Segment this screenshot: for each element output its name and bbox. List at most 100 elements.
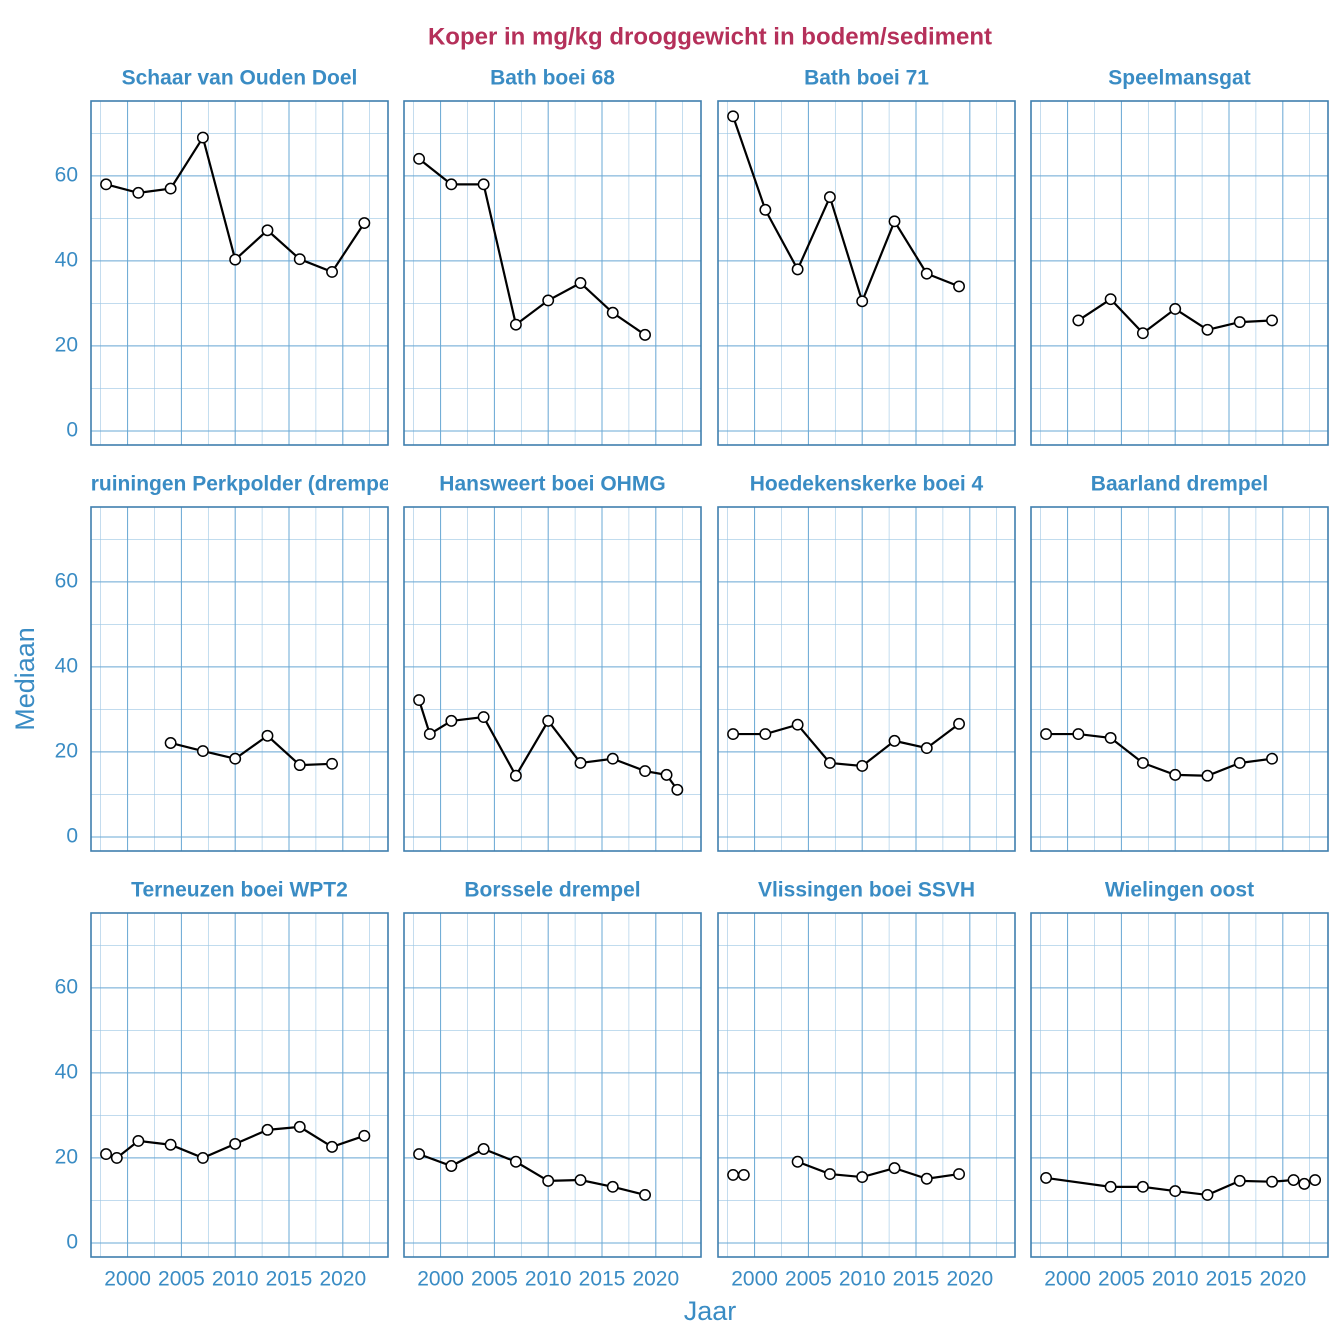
x-tick-label: 2015 [266,1268,313,1291]
x-tick-label: 2015 [579,1268,626,1291]
data-point [164,182,177,195]
data-point [132,1134,145,1147]
data-point [326,1140,338,1153]
data-point [164,737,177,749]
panel-border [1030,100,1329,446]
y-tick-label: 0 [66,1231,78,1254]
data-point [606,306,619,319]
panel-title: Kruiningen Perkpolder (drempel) [76,473,404,496]
x-axis-label: Jaar [684,1296,737,1326]
panel-title: Baarland drempel [1091,473,1268,496]
panel-title: Bath boei 68 [490,67,615,90]
data-point [1104,293,1117,306]
panel-border [90,100,389,446]
data-point [791,718,804,731]
data-point [953,717,965,730]
data-point [1104,731,1117,744]
data-point [823,757,836,769]
data-point [1201,769,1214,782]
panel-border [90,912,389,1258]
panel: Schaar van Ouden Doel 0 20 40 60 [55,67,389,446]
data-point [542,294,555,307]
data-point [888,734,901,747]
data-point [196,131,209,144]
data-point [920,1172,933,1185]
panel-title: Terneuzen boei WPT2 [131,879,348,902]
data-point [727,110,740,123]
x-tick-label: 2010 [212,1268,259,1291]
data-point [727,728,740,741]
data-point [1287,1174,1300,1186]
panel-border [717,506,1016,852]
data-point [1233,1174,1246,1187]
data-point [759,728,772,741]
data-point [1201,1188,1214,1201]
panel-border [717,912,1016,1258]
data-point [413,1148,426,1161]
data-point [445,1160,458,1172]
y-axis-label: Mediaan [10,627,40,731]
data-point [1136,1180,1149,1193]
panel-border [403,912,702,1258]
data-point [100,1148,113,1161]
data-point [423,728,436,741]
data-point [509,1155,522,1168]
x-tick-label: 2015 [1206,1268,1253,1291]
panel-border [403,506,702,852]
x-tick-label: 2005 [471,1268,518,1291]
x-tick-label: 2020 [632,1268,679,1291]
panel: Hansweert boei OHMG [403,473,702,852]
data-point [920,267,933,280]
data-point [445,178,458,191]
panel-border [90,506,389,852]
data-point [196,1151,209,1164]
x-tick-label: 2000 [731,1268,778,1291]
data-point [1072,314,1085,327]
series-line [170,734,333,767]
data-point [953,1168,965,1181]
data-point [477,178,490,191]
panel: Speelmansgat [1030,67,1329,446]
data-point [574,757,587,769]
panel-title: Vlissingen boei SSVH [758,879,975,902]
data-point [326,757,338,770]
data-point [1040,1171,1053,1184]
data-point [791,1155,804,1168]
data-point [293,253,306,266]
data-point [326,265,338,278]
data-point [823,1168,836,1181]
data-point [261,224,274,237]
data-point [727,1168,740,1181]
y-tick-label: 20 [55,1145,78,1168]
data-point [229,1137,242,1150]
data-point [639,328,651,341]
data-point [856,1171,869,1184]
panel: Borssele drempel 2000 2005 2010 2015 2020 [403,879,702,1291]
data-point [759,203,772,216]
data-point [1298,1177,1311,1190]
data-point [509,318,522,331]
data-point [920,742,933,755]
x-tick-label: 2020 [1259,1268,1306,1291]
data-point [1169,302,1182,315]
data-point [671,783,684,796]
data-point [1104,1180,1117,1193]
y-tick-label: 40 [55,248,78,271]
y-tick-label: 60 [55,163,78,186]
data-point [1169,1185,1182,1198]
data-point [737,1168,750,1181]
data-point [110,1151,123,1164]
data-point [1266,752,1278,765]
data-point [229,752,242,765]
panel: Wielingen oost 2000 2005 2010 2015 2020 [1030,879,1329,1291]
data-point [477,1143,490,1155]
panel-border [717,100,1016,446]
data-point [261,729,274,742]
panel-title: Speelmansgat [1108,67,1250,90]
data-point [606,1180,619,1193]
panel-title: Schaar van Ouden Doel [122,67,358,90]
y-tick-label: 60 [55,569,78,592]
data-point [132,186,145,199]
series-line [732,115,960,305]
x-tick-label: 2005 [1098,1268,1145,1291]
